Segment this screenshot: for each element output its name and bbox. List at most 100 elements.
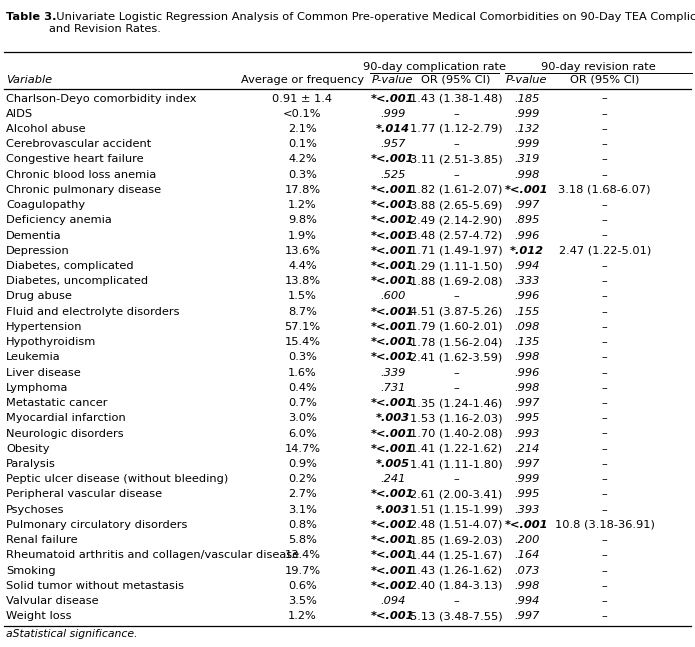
Text: .098: .098 (514, 322, 539, 332)
Text: *.005: *.005 (376, 459, 409, 469)
Text: Liver disease: Liver disease (6, 367, 81, 378)
Text: –: – (602, 94, 607, 104)
Text: *<.001: *<.001 (371, 490, 414, 499)
Text: –: – (453, 170, 459, 180)
Text: *<.001: *<.001 (371, 398, 414, 408)
Text: Chronic pulmonary disease: Chronic pulmonary disease (6, 185, 161, 195)
Text: 2.7%: 2.7% (288, 490, 317, 499)
Text: 0.4%: 0.4% (288, 383, 317, 393)
Text: –: – (453, 292, 459, 302)
Text: –: – (602, 200, 607, 210)
Text: .200: .200 (514, 535, 539, 545)
Text: .155: .155 (514, 307, 539, 317)
Text: 1.5%: 1.5% (288, 292, 317, 302)
Text: *<.001: *<.001 (371, 307, 414, 317)
Text: 9.8%: 9.8% (288, 215, 317, 225)
Text: 1.44 (1.25-1.67): 1.44 (1.25-1.67) (410, 551, 502, 560)
Text: Smoking: Smoking (6, 565, 56, 576)
Text: *<.001: *<.001 (371, 444, 414, 454)
Text: *<.001: *<.001 (371, 261, 414, 271)
Text: 57.1%: 57.1% (284, 322, 320, 332)
Text: 1.53 (1.16-2.03): 1.53 (1.16-2.03) (409, 413, 502, 423)
Text: Obesity: Obesity (6, 444, 49, 454)
Text: –: – (602, 215, 607, 225)
Text: Depression: Depression (6, 246, 70, 256)
Text: 4.2%: 4.2% (288, 155, 317, 164)
Text: .998: .998 (514, 383, 539, 393)
Text: Congestive heart failure: Congestive heart failure (6, 155, 144, 164)
Text: *<.001: *<.001 (505, 185, 548, 195)
Text: *<.001: *<.001 (371, 581, 414, 591)
Text: *<.001: *<.001 (371, 200, 414, 210)
Text: .997: .997 (514, 459, 539, 469)
Text: *<.001: *<.001 (371, 565, 414, 576)
Text: 2.48 (1.51-4.07): 2.48 (1.51-4.07) (410, 520, 502, 530)
Text: 5.8%: 5.8% (288, 535, 317, 545)
Text: .999: .999 (514, 474, 539, 484)
Text: .994: .994 (514, 261, 539, 271)
Text: *<.001: *<.001 (371, 276, 414, 286)
Text: *<.001: *<.001 (371, 535, 414, 545)
Text: 0.3%: 0.3% (288, 353, 317, 362)
Text: 2.41 (1.62-3.59): 2.41 (1.62-3.59) (410, 353, 502, 362)
Text: .135: .135 (514, 337, 539, 347)
Text: *.003: *.003 (376, 413, 409, 423)
Text: Myocardial infarction: Myocardial infarction (6, 413, 126, 423)
Text: Weight loss: Weight loss (6, 611, 72, 621)
Text: Neurologic disorders: Neurologic disorders (6, 428, 124, 439)
Text: –: – (602, 276, 607, 286)
Text: Pulmonary circulatory disorders: Pulmonary circulatory disorders (6, 520, 188, 530)
Text: Cerebrovascular accident: Cerebrovascular accident (6, 139, 152, 149)
Text: 13.4%: 13.4% (284, 551, 320, 560)
Text: *<.001: *<.001 (371, 337, 414, 347)
Text: –: – (602, 398, 607, 408)
Text: *<.001: *<.001 (371, 428, 414, 439)
Text: 0.9%: 0.9% (288, 459, 317, 469)
Text: P-value: P-value (372, 75, 414, 85)
Text: –: – (453, 109, 459, 119)
Text: 19.7%: 19.7% (284, 565, 320, 576)
Text: –: – (602, 505, 607, 515)
Text: .185: .185 (514, 94, 539, 104)
Text: –: – (453, 474, 459, 484)
Text: Alcohol abuse: Alcohol abuse (6, 124, 85, 134)
Text: –: – (453, 139, 459, 149)
Text: <0.1%: <0.1% (283, 109, 322, 119)
Text: .996: .996 (514, 230, 539, 241)
Text: Average or frequency: Average or frequency (240, 75, 364, 85)
Text: –: – (602, 428, 607, 439)
Text: 15.4%: 15.4% (284, 337, 320, 347)
Text: *.012: *.012 (510, 246, 543, 256)
Text: Rheumatoid arthritis and collagen/vascular disease: Rheumatoid arthritis and collagen/vascul… (6, 551, 299, 560)
Text: Hypertension: Hypertension (6, 322, 83, 332)
Text: *<.001: *<.001 (371, 322, 414, 332)
Text: 3.11 (2.51-3.85): 3.11 (2.51-3.85) (409, 155, 502, 164)
Text: OR (95% CI): OR (95% CI) (421, 75, 491, 85)
Text: aStatistical significance.: aStatistical significance. (6, 629, 138, 639)
Text: –: – (602, 353, 607, 362)
Text: –: – (602, 413, 607, 423)
Text: *<.001: *<.001 (371, 246, 414, 256)
Text: *<.001: *<.001 (371, 520, 414, 530)
Text: .998: .998 (514, 353, 539, 362)
Text: Drug abuse: Drug abuse (6, 292, 72, 302)
Text: .999: .999 (514, 109, 539, 119)
Text: .998: .998 (514, 170, 539, 180)
Text: AIDS: AIDS (6, 109, 33, 119)
Text: 1.41 (1.22-1.62): 1.41 (1.22-1.62) (410, 444, 502, 454)
Text: 1.82 (1.61-2.07): 1.82 (1.61-2.07) (410, 185, 502, 195)
Text: OR (95% CI): OR (95% CI) (570, 75, 639, 85)
Text: 8.7%: 8.7% (288, 307, 317, 317)
Text: .731: .731 (380, 383, 405, 393)
Text: Leukemia: Leukemia (6, 353, 60, 362)
Text: –: – (602, 596, 607, 606)
Text: –: – (602, 474, 607, 484)
Text: Coagulopathy: Coagulopathy (6, 200, 85, 210)
Text: .333: .333 (514, 276, 539, 286)
Text: –: – (602, 307, 607, 317)
Text: Chronic blood loss anemia: Chronic blood loss anemia (6, 170, 156, 180)
Text: –: – (602, 292, 607, 302)
Text: –: – (602, 322, 607, 332)
Text: *<.001: *<.001 (371, 94, 414, 104)
Text: 3.1%: 3.1% (288, 505, 317, 515)
